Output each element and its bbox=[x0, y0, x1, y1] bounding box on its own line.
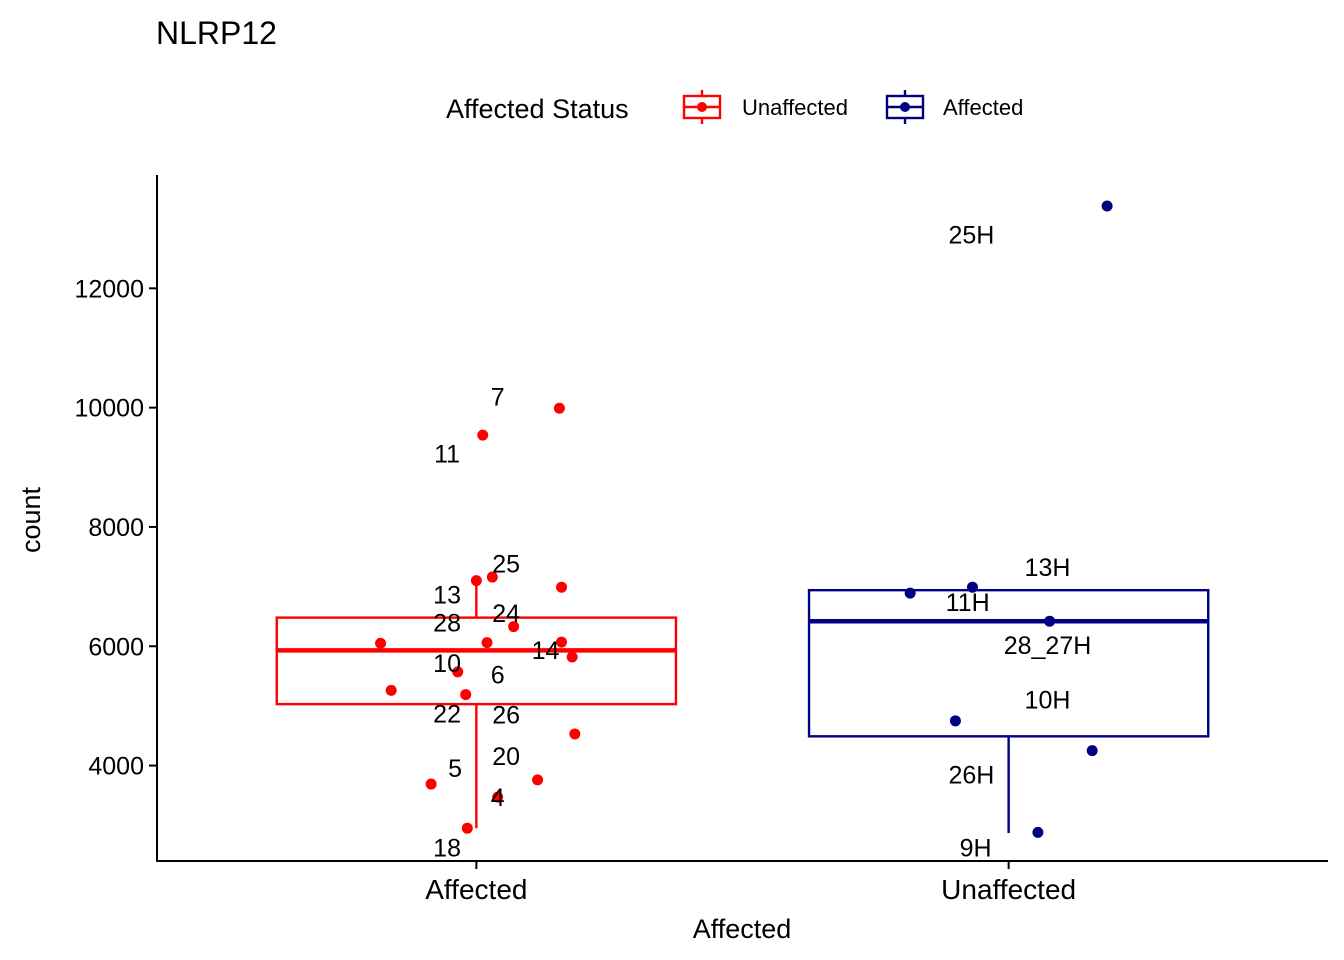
box-iqr bbox=[275, 616, 678, 706]
data-point bbox=[532, 774, 544, 786]
point-label: 11H bbox=[946, 589, 990, 617]
point-label: 7 bbox=[491, 383, 505, 411]
data-point bbox=[1101, 200, 1113, 212]
data-point bbox=[481, 637, 493, 649]
box-unaffected bbox=[807, 588, 1210, 833]
legend: Affected Status Unaffected Affected bbox=[446, 90, 1023, 124]
data-point bbox=[385, 684, 397, 696]
data-point bbox=[477, 429, 489, 441]
data-point bbox=[470, 575, 482, 587]
x-axis: Affected Unaffected bbox=[156, 860, 1328, 905]
y-tick-label: 10000 bbox=[74, 395, 144, 423]
y-axis-label: count bbox=[16, 486, 46, 553]
data-point bbox=[966, 581, 978, 593]
data-point bbox=[461, 822, 473, 834]
point-label: 13H bbox=[1025, 554, 1071, 582]
point-label: 13 bbox=[433, 581, 461, 609]
point-label: 28 bbox=[433, 609, 461, 637]
data-point bbox=[949, 715, 961, 727]
data-point bbox=[1086, 745, 1098, 757]
legend-title: Affected Status bbox=[446, 94, 629, 124]
data-point bbox=[904, 587, 916, 599]
y-tick-label: 4000 bbox=[88, 753, 144, 781]
data-point bbox=[375, 637, 387, 649]
data-point bbox=[492, 791, 504, 803]
box-iqr bbox=[807, 588, 1210, 738]
plot-area: 7 11 25 13 24 28 14 10 6 22 26 20 5 4 18 25H 13H 11H 28_27… bbox=[275, 200, 1210, 862]
point-label: 18 bbox=[433, 834, 461, 862]
x-axis-label: Affected bbox=[693, 914, 792, 944]
data-point bbox=[460, 689, 472, 701]
point-label: 5 bbox=[448, 755, 462, 783]
point-label: 24 bbox=[492, 600, 520, 628]
point-label: 26 bbox=[492, 701, 520, 729]
data-point bbox=[553, 402, 565, 414]
data-point bbox=[556, 581, 568, 593]
chart-title: NLRP12 bbox=[156, 15, 277, 51]
x-tick-label: Unaffected bbox=[941, 874, 1076, 905]
point-label: 6 bbox=[491, 661, 505, 689]
point-label: 25 bbox=[492, 550, 520, 578]
point-label: 4 bbox=[491, 784, 505, 812]
x-tick-label: Affected bbox=[425, 874, 527, 905]
y-tick-label: 6000 bbox=[88, 633, 144, 661]
point-label: 22 bbox=[433, 701, 461, 729]
y-tick-label: 8000 bbox=[88, 514, 144, 542]
point-label: 10H bbox=[1025, 686, 1071, 714]
legend-label: Affected bbox=[943, 95, 1023, 120]
point-label: 9H bbox=[960, 834, 992, 862]
point-label: 11 bbox=[434, 441, 460, 469]
y-axis: 4000 6000 8000 10000 12000 bbox=[74, 175, 158, 862]
point-label: 26H bbox=[948, 762, 994, 790]
point-label: 25H bbox=[948, 222, 994, 250]
data-point bbox=[425, 778, 437, 790]
data-point bbox=[556, 636, 568, 648]
legend-label: Unaffected bbox=[742, 95, 848, 120]
box-affected bbox=[275, 577, 678, 829]
data-point bbox=[452, 666, 464, 678]
data-point bbox=[1044, 615, 1056, 627]
point-label: 10 bbox=[433, 650, 461, 678]
legend-key-point bbox=[900, 102, 910, 112]
data-point bbox=[569, 728, 581, 740]
data-point bbox=[508, 621, 520, 633]
data-point bbox=[1032, 826, 1044, 838]
y-tick-label: 12000 bbox=[74, 275, 144, 303]
point-label: 14 bbox=[532, 637, 560, 665]
legend-key-point bbox=[697, 102, 707, 112]
point-label: 20 bbox=[492, 743, 520, 771]
point-label: 28_27H bbox=[1004, 632, 1092, 660]
data-point bbox=[566, 651, 578, 663]
legend-key-affected bbox=[885, 90, 925, 124]
legend-key-unaffected bbox=[682, 90, 722, 124]
data-point bbox=[486, 571, 498, 583]
